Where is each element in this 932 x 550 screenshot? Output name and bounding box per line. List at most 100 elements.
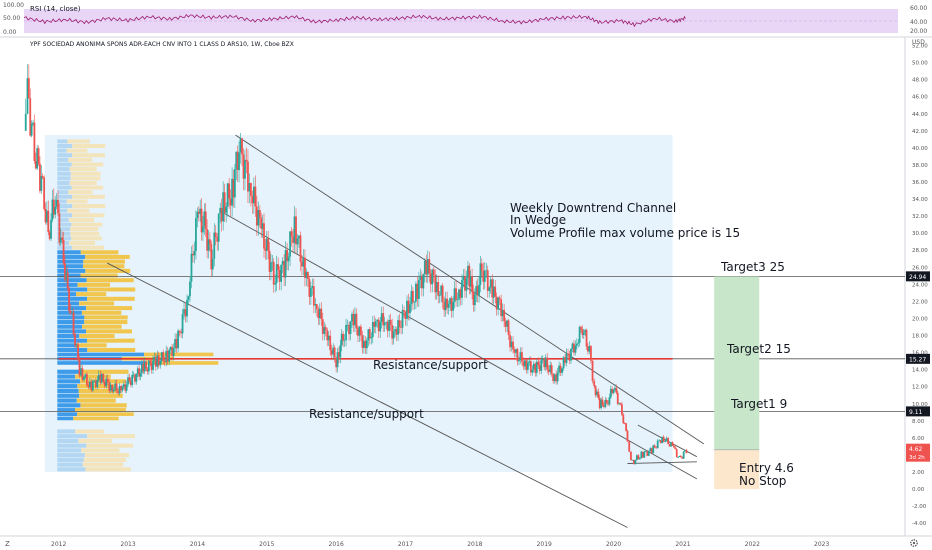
candle [682,451,685,459]
candle [567,348,569,358]
candle-body [600,399,603,409]
candle-body [102,373,105,382]
position-profit-zone [714,276,760,450]
bar-countdown-label: 3d 2h [909,455,925,461]
candle [336,348,339,373]
candle-body [64,263,66,280]
channel-note-line-2: In Wedge [510,213,566,227]
candle [55,193,58,210]
candle [68,286,70,314]
long-position-tool[interactable] [714,276,760,490]
candle [271,255,274,271]
candle-body [362,340,365,348]
volume-bar-up [57,287,88,292]
volume-bar-up [57,139,68,144]
log-scale-toggle[interactable]: Z [5,540,10,548]
time-axis[interactable]: 2012 2013 2014 2015 2016 2017 2018 2019 2020 2021… [51,541,829,548]
candle-body [41,176,44,178]
candle-body [150,362,153,370]
price-tick-label: 6.00 [912,436,925,442]
candle [447,300,450,315]
candle [192,244,194,263]
candle-body [270,262,272,272]
candle-body [57,199,59,214]
candle-body [435,281,438,293]
candle [142,358,145,375]
candle-body [498,297,501,300]
candle-body [142,363,145,372]
candle-body [314,304,317,306]
candle-body [670,442,672,447]
candle [521,347,523,366]
candle-body [96,379,99,388]
candle-body [598,398,601,409]
candle-body [152,360,154,370]
candle-body [115,383,118,392]
target2-label: Target2 15 [726,342,791,356]
candle-body [506,320,508,327]
candle [327,331,330,347]
candle [264,239,267,260]
candle-body [371,322,374,337]
candle [244,149,246,191]
candle [469,270,472,295]
candle [388,315,391,338]
candle [252,177,255,214]
candle [561,367,563,376]
price-pane[interactable]: YPF SOCIEDAD ANONIMA SPONS ADR-EACH CNV … [0,37,930,548]
candle-body [410,290,413,305]
gear-icon[interactable] [910,539,918,547]
volume-bar-up [57,379,81,384]
candle [189,277,191,303]
volume-bar-down [80,250,119,255]
volume-bar-up [57,153,73,158]
candle-body [526,362,529,370]
candle-body [625,423,627,431]
candle-body [351,313,353,322]
volume-bar-up [57,369,82,374]
candle-body [257,210,260,226]
candle-body [550,365,553,374]
price-tick-label: -2.00 [912,504,927,510]
channel-line [235,134,705,445]
candle-body [272,261,275,285]
candle [641,451,644,459]
candle [646,449,649,457]
candle [681,456,684,459]
volume-bar-down [76,398,116,403]
volume-bar-up [57,199,67,204]
candle [585,328,588,350]
candle [139,368,142,381]
candle [64,254,66,283]
candle [385,321,388,330]
candle-body [471,276,473,293]
candle [616,390,619,406]
candle-body [462,276,465,281]
rsi-right-tick-60: 60.00 [910,5,927,12]
candle [197,206,200,222]
candle [489,277,492,294]
price-axis[interactable]: -4.00-2.000.002.004.006.008.0010.0012.00… [912,44,928,528]
volume-bar-down [80,273,118,278]
candle-body [653,445,656,448]
candle [159,359,162,369]
candle-body [304,257,306,278]
candle [498,295,501,306]
candle-body [561,368,563,373]
volume-bar-down [75,429,105,434]
candle [298,235,300,248]
candle [564,354,566,366]
candle-body [202,226,204,233]
rsi-pane[interactable]: RSI (14, close) 100.00 50.00 0.00 60.00 … [0,2,932,38]
level-price-badge-label: 15.27 [909,356,926,363]
volume-bar-up [57,310,82,315]
volume-bar-up [57,190,69,195]
candle-body [577,342,580,344]
candle [27,64,30,99]
candle-body [44,208,47,223]
candle-body [228,183,231,199]
price-tick-label: 20.00 [912,316,928,322]
candle [465,270,468,298]
candle-body [641,451,644,458]
